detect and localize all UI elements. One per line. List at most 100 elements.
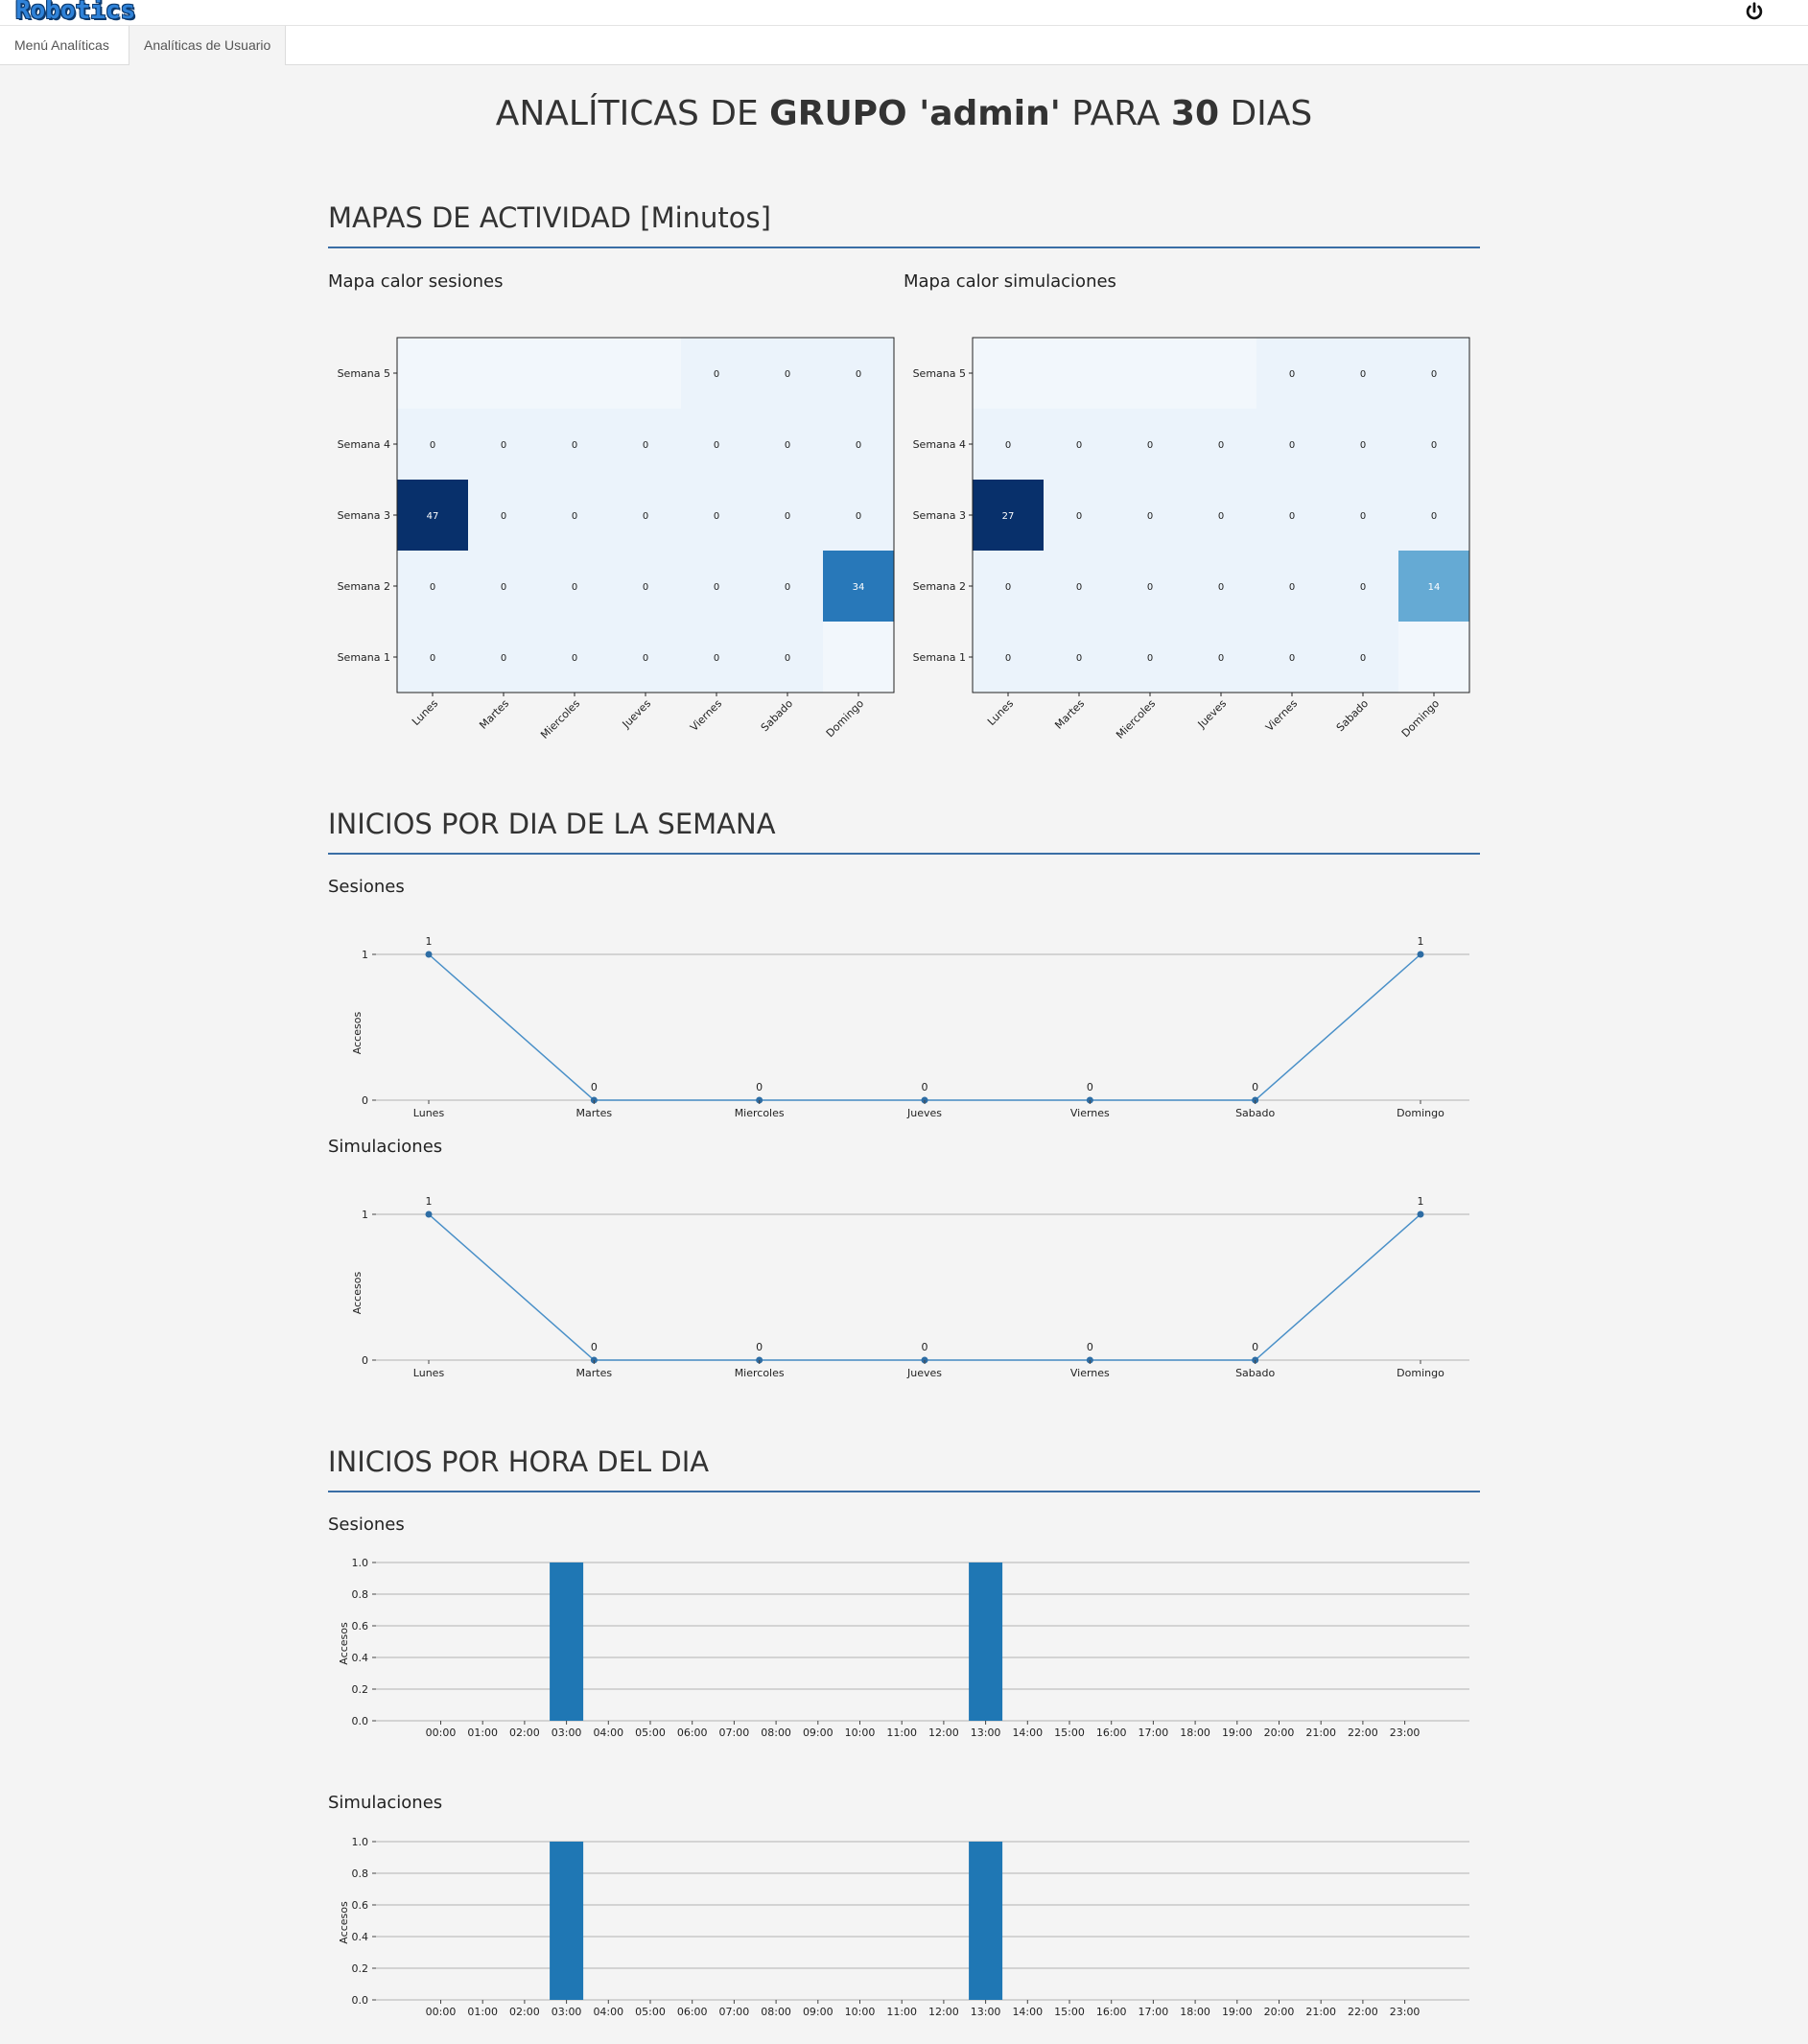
x-tick-label: 04:00 <box>593 1727 623 1739</box>
heatmap-cell-label: 0 <box>785 369 790 380</box>
y-tick-label: 1 <box>362 949 368 961</box>
heatmap-cell-label: 0 <box>430 582 435 593</box>
heatmap-cell <box>610 409 681 480</box>
x-tick-label: 05:00 <box>635 1727 666 1739</box>
x-tick-label: Martes <box>576 1367 613 1379</box>
x-tick-label: 19:00 <box>1222 2006 1253 2018</box>
tab-menu-analiticas[interactable]: Menú Analíticas <box>14 37 109 53</box>
heatmap-cell-label: 0 <box>572 653 577 664</box>
heatmap-cell <box>823 338 894 409</box>
heatmap-sessions-title: Mapa calor sesiones <box>328 271 504 292</box>
heatmap-cell <box>1044 551 1115 622</box>
y-tick-label: Semana 4 <box>338 438 390 451</box>
y-tick-label: 0.6 <box>352 1899 369 1912</box>
x-tick-label: 08:00 <box>761 1727 791 1739</box>
heatmap-cell-label: 0 <box>1431 440 1437 451</box>
heatmap-cell <box>610 551 681 622</box>
heatmap-cell <box>1044 338 1115 409</box>
heatmap-cell <box>610 622 681 693</box>
heatmap-cell <box>752 480 823 551</box>
x-tick-label: 09:00 <box>803 1727 834 1739</box>
heatmap-cell-label: 0 <box>1360 369 1366 380</box>
heatmap-cell <box>823 551 894 622</box>
heatmap-cell-label: 0 <box>714 440 719 451</box>
data-label: 0 <box>1087 1341 1093 1353</box>
heatmap-cell <box>468 622 539 693</box>
heatmap-cell <box>1398 338 1469 409</box>
heatmap-cell <box>681 622 752 693</box>
bar <box>969 1562 1003 1721</box>
x-tick-label: 07:00 <box>719 2006 750 2018</box>
heatmap-cell <box>397 480 468 551</box>
weekday-sessions-chart: 0 1 Accesos 1 Lunes 0 Martes 0 Miercoles 0 Jueves 0… <box>351 935 1469 1119</box>
x-tick-label: Lunes <box>413 1107 445 1119</box>
x-tick-label: 10:00 <box>845 2006 876 2018</box>
y-axis-label: Accesos <box>338 1901 350 1944</box>
heatmap-cell-label: 0 <box>1147 440 1153 451</box>
x-tick-label: 20:00 <box>1264 2006 1295 2018</box>
heatmap-cell-label: 0 <box>501 511 506 522</box>
heatmap-cell <box>823 622 894 693</box>
x-tick-label: 18:00 <box>1180 1727 1210 1739</box>
x-tick-label: 03:00 <box>552 2006 582 2018</box>
heatmap-cell-label: 0 <box>1005 440 1011 451</box>
heatmap-cell-label: 34 <box>853 582 865 593</box>
x-tick-label: Viernes <box>1263 697 1300 734</box>
heatmap-cell-label: 0 <box>714 511 719 522</box>
x-tick-label: Jueves <box>620 697 654 732</box>
heatmap-cell <box>973 338 1044 409</box>
x-tick-label: Martes <box>1052 697 1087 732</box>
brand-logo[interactable]: Robotics <box>15 0 136 25</box>
heatmap-cell-label: 0 <box>1289 653 1295 664</box>
x-tick-label: 13:00 <box>971 1727 1001 1739</box>
x-tick-label: 12:00 <box>928 2006 959 2018</box>
x-tick-label: Sabado <box>1334 697 1371 734</box>
heatmap-cell <box>681 480 752 551</box>
series-line <box>428 953 1421 1101</box>
heatmap-cell <box>1256 622 1327 693</box>
y-tick-label: Semana 1 <box>913 651 966 664</box>
heatmap-cell <box>681 551 752 622</box>
data-label: 0 <box>922 1341 928 1353</box>
hour-simulations-chart: 0.0 0.2 0.4 0.6 0.8 1.0 Accesos 00:00 01:00 02:00… <box>338 1836 1469 2018</box>
x-tick-label: 22:00 <box>1348 1727 1378 1739</box>
heatmap-cell-label: 0 <box>714 653 719 664</box>
x-tick-label: 02:00 <box>509 1727 540 1739</box>
y-tick-label: 0.2 <box>352 1683 369 1696</box>
section-divider <box>328 1491 1480 1492</box>
heatmap-cell-label: 0 <box>1289 369 1295 380</box>
heatmap-cell-label: 0 <box>1218 653 1224 664</box>
data-label: 1 <box>426 935 433 948</box>
hour-sessions-title: Sesiones <box>328 1515 405 1535</box>
heatmap-cell <box>1256 338 1327 409</box>
y-tick-label: 0.0 <box>352 1994 369 2007</box>
heatmap-cell <box>1044 409 1115 480</box>
bar <box>550 1842 584 2000</box>
x-tick-label: 23:00 <box>1390 1727 1421 1739</box>
x-tick-label: 02:00 <box>509 2006 540 2018</box>
heatmap-cell-label: 0 <box>1005 653 1011 664</box>
y-tick-label: 0.4 <box>352 1652 369 1664</box>
heatmap-cell <box>1115 338 1186 409</box>
heatmap-cell <box>1256 480 1327 551</box>
tab-analiticas-usuario[interactable]: Analíticas de Usuario <box>129 26 287 65</box>
x-tick-label: 07:00 <box>719 1727 750 1739</box>
x-tick-label: 01:00 <box>467 1727 498 1739</box>
heatmap-cell <box>539 480 610 551</box>
heatmap-cell-label: 14 <box>1428 582 1441 593</box>
y-tick-label: Semana 5 <box>338 367 390 380</box>
data-point <box>425 1210 433 1218</box>
power-icon[interactable] <box>1744 1 1765 22</box>
heatmap-cell-label: 0 <box>1218 440 1224 451</box>
section-divider <box>328 247 1480 248</box>
x-tick-label: Domingo <box>1397 1107 1444 1119</box>
x-tick-label: Viernes <box>1070 1107 1110 1119</box>
x-tick-label: Sabado <box>1235 1367 1275 1379</box>
heatmap-cell-label: 0 <box>1431 511 1437 522</box>
x-tick-label: Martes <box>477 697 511 732</box>
heatmap-cell <box>468 480 539 551</box>
heatmap-cell <box>468 551 539 622</box>
y-tick-label: Semana 4 <box>913 438 966 451</box>
heatmap-cell-label: 0 <box>1431 369 1437 380</box>
heatmap-cell-label: 0 <box>1289 582 1295 593</box>
